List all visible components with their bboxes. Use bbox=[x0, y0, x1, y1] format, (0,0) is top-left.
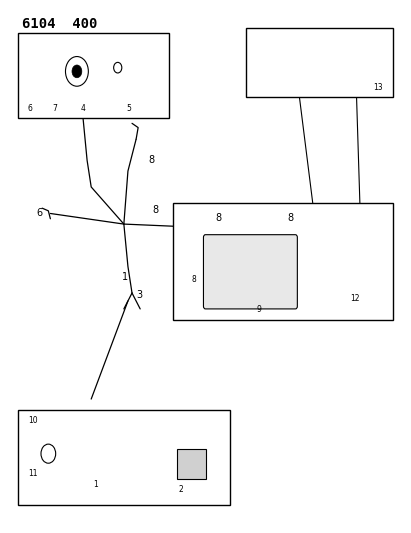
Text: 7: 7 bbox=[53, 104, 57, 113]
Text: 8: 8 bbox=[152, 206, 159, 215]
Text: 1: 1 bbox=[122, 272, 128, 282]
Text: 6: 6 bbox=[36, 208, 42, 218]
Bar bbox=[177, 449, 206, 479]
Text: 4: 4 bbox=[81, 104, 86, 113]
Text: 8: 8 bbox=[216, 213, 222, 223]
Text: 6104  400: 6104 400 bbox=[22, 17, 97, 31]
Text: 5: 5 bbox=[126, 104, 131, 113]
Bar bbox=[18, 410, 230, 505]
Text: 13: 13 bbox=[373, 84, 383, 92]
Text: 3: 3 bbox=[136, 290, 142, 300]
Text: 1: 1 bbox=[93, 480, 98, 489]
FancyBboxPatch shape bbox=[203, 235, 297, 309]
Text: 6: 6 bbox=[28, 104, 33, 113]
Text: 2: 2 bbox=[179, 485, 184, 494]
Text: 8: 8 bbox=[287, 213, 293, 223]
Bar bbox=[18, 33, 169, 118]
Text: 10: 10 bbox=[28, 416, 37, 425]
Text: 11: 11 bbox=[28, 469, 37, 478]
Circle shape bbox=[72, 65, 82, 78]
Text: 8: 8 bbox=[148, 155, 155, 165]
Text: 12: 12 bbox=[351, 294, 360, 303]
Bar bbox=[173, 203, 393, 319]
Text: 8: 8 bbox=[191, 276, 196, 285]
Text: 9: 9 bbox=[256, 304, 261, 313]
Bar bbox=[246, 28, 393, 97]
